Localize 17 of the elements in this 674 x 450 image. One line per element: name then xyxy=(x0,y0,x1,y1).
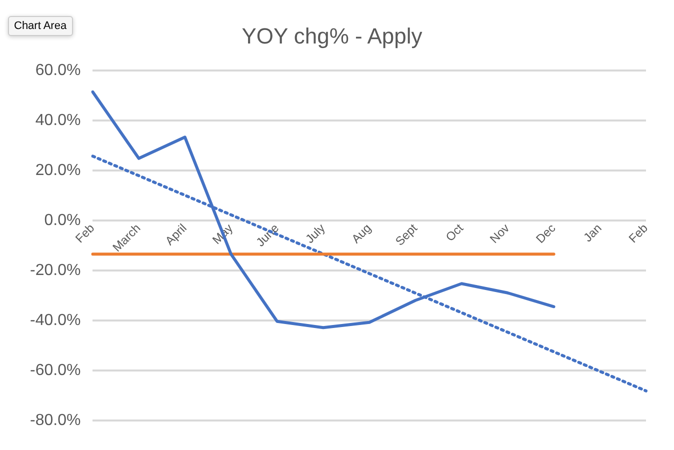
x-tick-label: Aug xyxy=(348,221,374,246)
y-tick-label: -60.0% xyxy=(30,362,81,379)
y-tick-label: 40.0% xyxy=(35,112,81,129)
y-tick-label: -40.0% xyxy=(30,312,81,329)
x-tick-label: Oct xyxy=(442,220,466,244)
chart-title: YOY chg% - Apply xyxy=(242,23,422,48)
y-tick-label: 60.0% xyxy=(35,62,81,79)
x-tick-label: Jan xyxy=(580,221,604,245)
x-tick-label: Nov xyxy=(487,221,512,246)
x-tick-label: Dec xyxy=(533,221,558,246)
text: Chart Area xyxy=(8,16,73,36)
x-tick-label: Feb xyxy=(626,220,651,246)
y-tick-label: 20.0% xyxy=(35,162,81,179)
y-tick-label: -80.0% xyxy=(30,412,81,429)
y-tick-label: 0.0% xyxy=(44,212,81,229)
x-tick-label: July xyxy=(302,221,328,246)
y-tick-label: -20.0% xyxy=(30,262,81,279)
